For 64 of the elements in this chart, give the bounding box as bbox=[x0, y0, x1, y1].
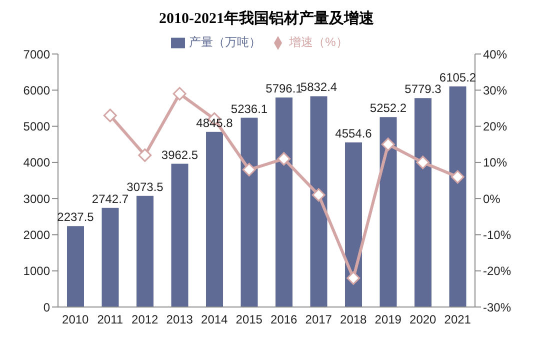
x-tick-label: 2019 bbox=[374, 312, 402, 327]
y2-tick-label: -10% bbox=[483, 228, 512, 242]
x-tick-label: 2013 bbox=[166, 312, 194, 327]
x-tick-label: 2021 bbox=[444, 312, 472, 327]
bar bbox=[102, 208, 119, 307]
x-tick-label: 2018 bbox=[340, 312, 368, 327]
data-label: 5779.3 bbox=[404, 82, 442, 96]
x-tick-label: 2010 bbox=[62, 312, 90, 327]
y-tick-label: 4000 bbox=[23, 156, 50, 170]
point bbox=[416, 156, 430, 170]
data-label: 5236.1 bbox=[230, 102, 268, 116]
y-tick-label: 2000 bbox=[23, 228, 50, 242]
bar bbox=[414, 98, 432, 307]
point bbox=[242, 162, 256, 176]
bar bbox=[206, 132, 223, 307]
data-label: 3962.5 bbox=[161, 148, 198, 162]
point bbox=[138, 148, 152, 162]
y2-tick-label: 0% bbox=[483, 192, 501, 206]
bar bbox=[67, 226, 84, 307]
bar bbox=[240, 118, 258, 307]
point bbox=[346, 271, 360, 285]
y2-tick-label: 20% bbox=[483, 120, 508, 134]
legend-label: 增速（%） bbox=[289, 35, 348, 49]
y-tick-label: 3000 bbox=[23, 192, 50, 206]
data-label: 2742.7 bbox=[92, 192, 129, 206]
y-tick-label: 0 bbox=[43, 300, 50, 314]
data-label: 5252.2 bbox=[370, 101, 407, 116]
bar bbox=[276, 98, 292, 307]
y-tick-label: 6000 bbox=[23, 83, 50, 98]
y2-tick-label: -20% bbox=[483, 264, 512, 278]
chart-title: 2010-2021年我国铝材产量及增速 bbox=[158, 9, 375, 29]
data-label: 4845.8 bbox=[196, 116, 234, 130]
data-label: 3073.5 bbox=[126, 180, 164, 194]
x-tick-label: 2011 bbox=[97, 312, 124, 327]
legend-label: 产量（万吨） bbox=[189, 35, 262, 49]
bar bbox=[171, 164, 188, 307]
point bbox=[312, 188, 326, 202]
data-label: 6105.2 bbox=[439, 70, 476, 84]
point bbox=[277, 152, 291, 166]
x-tick-label: 2016 bbox=[270, 312, 298, 327]
data-label: 4554.6 bbox=[335, 126, 372, 140]
bar bbox=[345, 142, 362, 307]
point bbox=[103, 108, 117, 122]
data-label: 5832.4 bbox=[300, 80, 338, 94]
bar bbox=[380, 117, 397, 307]
x-tick-label: 2014 bbox=[201, 312, 228, 327]
x-tick-label: 2015 bbox=[236, 312, 263, 327]
point bbox=[172, 87, 186, 101]
y2-tick-label: 30% bbox=[483, 83, 508, 98]
bar bbox=[310, 96, 328, 307]
x-tick-label: 2020 bbox=[410, 312, 437, 327]
y-tick-label: 1000 bbox=[23, 264, 50, 278]
y2-tick-label: -30% bbox=[483, 300, 512, 314]
y2-tick-label: 10% bbox=[483, 156, 508, 170]
bar bbox=[136, 196, 154, 307]
x-tick-label: 2017 bbox=[305, 312, 332, 327]
bar bbox=[449, 86, 466, 307]
data-label: 2237.5 bbox=[57, 210, 94, 224]
point bbox=[381, 138, 395, 152]
y-tick-label: 7000 bbox=[23, 47, 50, 62]
x-tick-label: 2012 bbox=[132, 312, 159, 327]
y2-tick-label: 40% bbox=[483, 47, 508, 62]
y-tick-label: 5000 bbox=[23, 120, 50, 134]
point bbox=[450, 170, 464, 184]
